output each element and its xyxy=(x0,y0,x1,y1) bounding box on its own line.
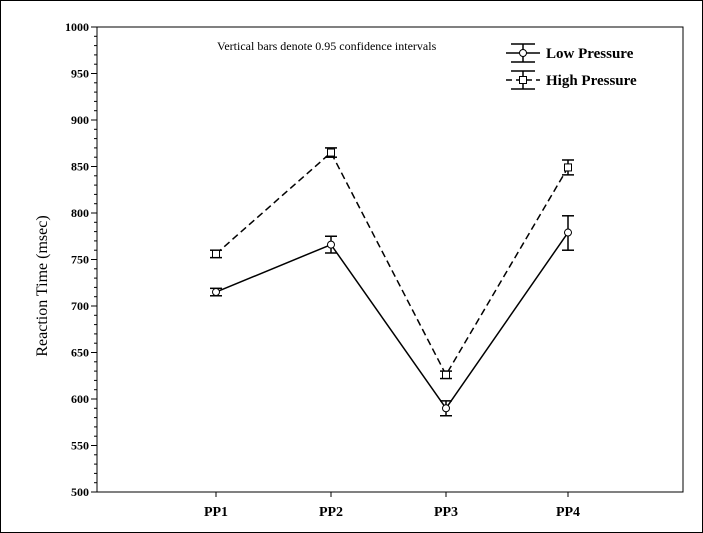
y-axis-label: Reaction Time (msec) xyxy=(34,215,51,356)
x-tick-label: PP4 xyxy=(556,505,580,520)
x-axis-ticks: PP1 PP2 PP3 PP4 xyxy=(204,492,580,520)
legend-label: Low Pressure xyxy=(546,46,634,62)
legend: Low Pressure High Pressure xyxy=(506,43,637,90)
axes xyxy=(96,26,684,493)
y-tick-label: 600 xyxy=(71,392,89,406)
x-tick-label: PP3 xyxy=(434,505,458,520)
series-line xyxy=(215,232,569,410)
data-point-square xyxy=(212,249,220,258)
chart-annotation: Vertical bars denote 0.95 confidence int… xyxy=(217,39,437,53)
data-point-circle xyxy=(327,240,335,249)
data-point-circle xyxy=(212,288,220,297)
y-axis-ticks: 500 550 600 650 700 750 800 850 900 950 1000 xyxy=(65,20,97,499)
y-tick-label: 900 xyxy=(71,113,89,127)
y-tick-label: 650 xyxy=(71,346,89,360)
legend-marker-circle xyxy=(519,49,527,57)
legend-item: Low Pressure xyxy=(506,43,634,63)
plot-area-border xyxy=(96,26,684,493)
y-tick-label: 800 xyxy=(71,206,89,220)
y-tick-label: 700 xyxy=(71,299,89,313)
y-tick-label: 850 xyxy=(71,160,89,174)
y-tick-label: 500 xyxy=(71,485,89,499)
data-point-circle xyxy=(442,404,450,413)
y-tick-label: 950 xyxy=(71,67,89,81)
data-point-square xyxy=(564,163,572,172)
x-tick-label: PP1 xyxy=(204,505,228,520)
y-tick-label: 750 xyxy=(71,253,89,267)
data-point-square xyxy=(327,148,335,157)
legend-item: High Pressure xyxy=(506,70,637,90)
series-low-pressure xyxy=(210,215,574,417)
series-high-pressure xyxy=(210,147,574,380)
y-tick-label: 1000 xyxy=(65,20,89,34)
series-line xyxy=(215,151,569,377)
y-tick-label: 550 xyxy=(71,439,89,453)
series-layer xyxy=(210,147,574,417)
data-point-circle xyxy=(564,228,572,237)
x-tick-label: PP2 xyxy=(319,505,343,520)
legend-label: High Pressure xyxy=(546,73,637,89)
data-point-square xyxy=(442,370,450,379)
legend-marker-square xyxy=(519,76,527,84)
